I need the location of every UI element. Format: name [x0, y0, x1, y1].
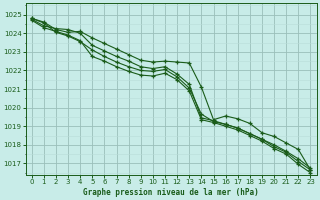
X-axis label: Graphe pression niveau de la mer (hPa): Graphe pression niveau de la mer (hPa)	[83, 188, 259, 197]
